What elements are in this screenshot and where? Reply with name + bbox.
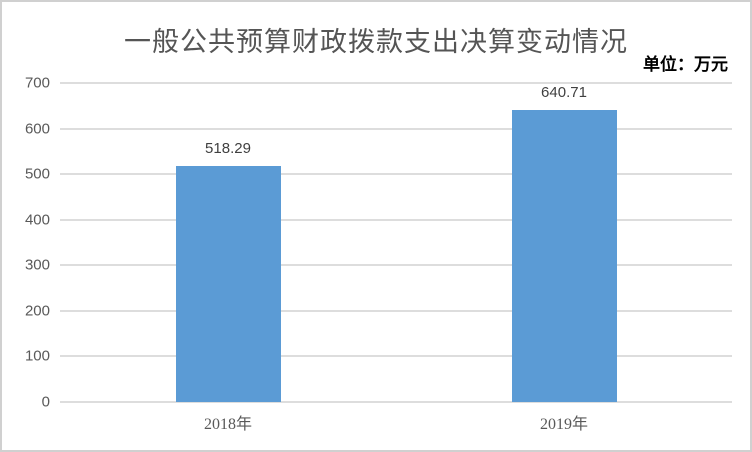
y-tick-label: 700 <box>24 74 50 92</box>
y-tick-label: 600 <box>24 120 50 138</box>
gridline <box>60 127 732 130</box>
y-axis-tick-labels: 0 100 200 300 400 500 600 700 <box>2 75 50 411</box>
y-tick-label: 100 <box>24 347 50 365</box>
gridline <box>60 218 732 221</box>
gridline <box>60 355 732 358</box>
gridline <box>60 82 732 84</box>
gridline <box>60 173 732 176</box>
y-tick-label: 200 <box>24 302 50 320</box>
y-tick-label: 500 <box>24 165 50 183</box>
gridline <box>60 264 732 267</box>
plot-area: 518.29 640.71 <box>60 82 732 403</box>
data-label: 640.71 <box>541 84 587 102</box>
x-axis-category-labels: 2018年 2019年 <box>60 406 732 433</box>
y-tick-label: 300 <box>24 256 50 274</box>
gridline <box>60 309 732 312</box>
bar-2018年 <box>175 165 281 402</box>
unit-label: 单位：万元 <box>643 55 728 74</box>
gridline <box>60 401 732 403</box>
y-tick-label: 400 <box>24 211 50 229</box>
x-category-label: 2019年 <box>539 416 589 433</box>
bar-2019年 <box>511 110 617 402</box>
y-tick-label: 0 <box>41 393 50 411</box>
data-label: 518.29 <box>205 139 251 157</box>
x-category-label: 2018年 <box>203 416 253 433</box>
chart-title: 一般公共预算财政拨款支出决算变动情况 <box>124 27 628 57</box>
